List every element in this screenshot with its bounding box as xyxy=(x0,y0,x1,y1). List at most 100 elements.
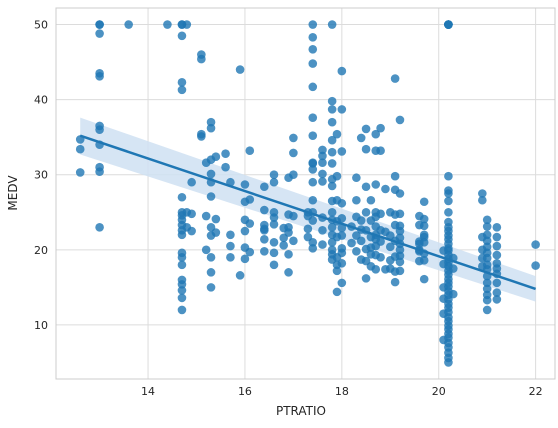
data-point xyxy=(492,295,502,304)
data-point xyxy=(327,105,337,114)
data-point xyxy=(390,171,400,181)
data-point xyxy=(284,228,293,237)
x-tick-label: 18 xyxy=(335,385,349,398)
data-point xyxy=(419,197,429,207)
data-point xyxy=(269,238,279,247)
data-point xyxy=(327,207,337,217)
data-point xyxy=(385,242,395,252)
data-point xyxy=(482,305,492,315)
data-point xyxy=(448,264,458,273)
data-point xyxy=(269,260,279,270)
data-point xyxy=(327,159,337,168)
data-point xyxy=(492,288,502,297)
data-point xyxy=(444,196,453,206)
data-point xyxy=(226,241,235,251)
data-point xyxy=(419,238,429,247)
data-point xyxy=(206,268,216,277)
data-point xyxy=(269,219,279,229)
data-point xyxy=(211,214,221,224)
data-point xyxy=(337,259,347,268)
data-point xyxy=(177,260,187,270)
data-point xyxy=(206,123,216,133)
data-point xyxy=(75,168,85,177)
data-point xyxy=(356,216,366,225)
data-point xyxy=(444,171,453,181)
data-point xyxy=(289,211,298,221)
data-point xyxy=(366,195,376,205)
y-tick-label: 20 xyxy=(34,244,48,257)
data-point xyxy=(221,149,230,158)
data-point xyxy=(395,251,405,261)
data-point xyxy=(318,177,327,186)
data-point xyxy=(352,247,361,256)
data-point xyxy=(206,283,216,292)
data-point xyxy=(201,245,211,255)
data-point xyxy=(245,247,255,257)
data-point xyxy=(492,232,502,242)
data-point xyxy=(308,177,318,187)
data-point xyxy=(187,177,196,187)
data-point xyxy=(308,113,318,122)
data-point xyxy=(337,213,347,223)
data-point xyxy=(269,213,279,222)
data-point xyxy=(95,29,104,38)
data-point xyxy=(337,198,347,208)
data-point xyxy=(337,231,347,240)
data-point xyxy=(75,144,85,154)
data-point xyxy=(390,74,400,83)
data-point xyxy=(395,115,405,125)
data-point xyxy=(371,265,381,274)
data-point xyxy=(318,240,327,249)
data-point xyxy=(381,184,390,194)
data-point xyxy=(211,228,221,237)
data-point xyxy=(492,278,502,288)
data-point xyxy=(419,221,429,231)
x-tick-label: 16 xyxy=(238,385,252,398)
data-point xyxy=(361,274,371,283)
data-point xyxy=(308,131,318,140)
data-point xyxy=(361,124,371,134)
data-point xyxy=(235,65,245,74)
data-point xyxy=(327,96,337,106)
data-point xyxy=(206,117,216,127)
data-point xyxy=(260,247,269,256)
data-point xyxy=(303,224,313,234)
data-point xyxy=(395,233,405,243)
data-point xyxy=(187,209,196,219)
y-tick-label: 10 xyxy=(34,319,48,332)
data-point xyxy=(187,226,196,236)
data-point xyxy=(327,20,337,29)
data-point xyxy=(395,209,405,219)
y-tick-label: 40 xyxy=(34,94,48,107)
data-point xyxy=(240,254,250,264)
data-point xyxy=(197,54,206,64)
data-point xyxy=(124,20,133,29)
data-point xyxy=(327,147,337,157)
data-point xyxy=(95,167,104,177)
data-point xyxy=(289,148,298,158)
data-point xyxy=(327,222,337,232)
data-point xyxy=(347,238,356,248)
data-point xyxy=(95,72,104,81)
data-point xyxy=(337,66,347,76)
data-point xyxy=(531,261,540,270)
data-point xyxy=(226,253,235,262)
y-tick-label: 30 xyxy=(34,169,48,182)
data-point xyxy=(177,286,187,295)
data-point xyxy=(395,189,405,198)
data-point xyxy=(327,135,337,145)
data-point xyxy=(356,133,366,143)
data-point xyxy=(177,78,187,87)
data-point xyxy=(201,211,211,221)
data-point xyxy=(308,59,318,68)
data-point xyxy=(376,209,385,219)
data-point xyxy=(395,226,405,236)
data-point xyxy=(361,144,371,154)
data-point xyxy=(352,173,361,183)
data-point xyxy=(308,20,318,29)
data-point xyxy=(318,169,327,179)
data-point xyxy=(269,177,279,187)
data-point xyxy=(332,266,342,276)
data-point xyxy=(448,289,458,299)
